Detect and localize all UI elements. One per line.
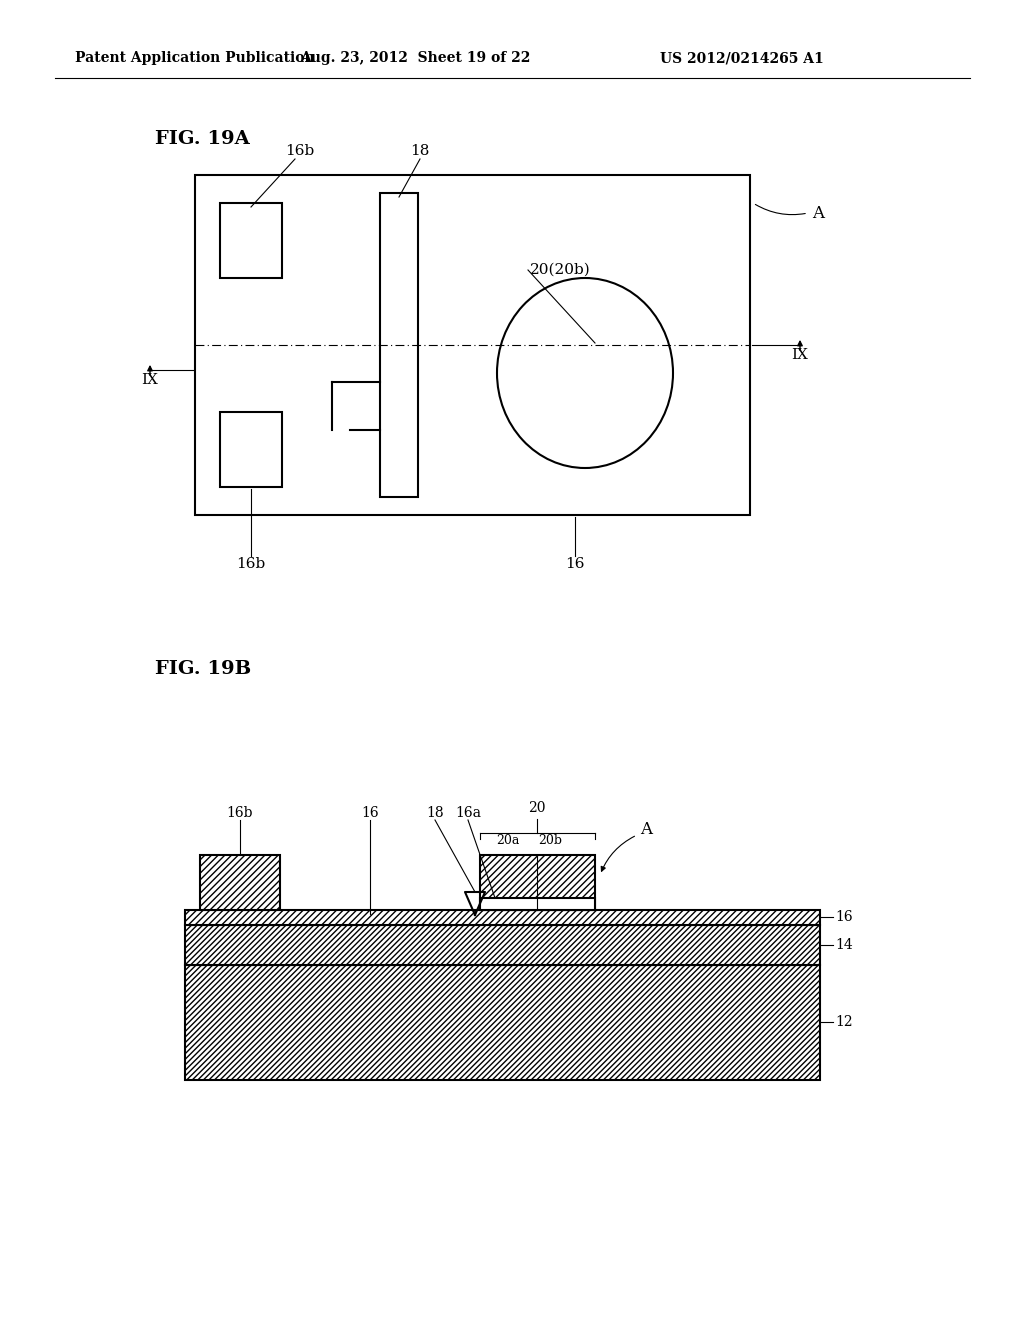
Text: A: A: [640, 821, 652, 838]
Bar: [185, 909, 820, 925]
Text: FIG. 19B: FIG. 19B: [155, 660, 251, 678]
Text: 16b: 16b: [237, 557, 265, 572]
Text: 16a: 16a: [455, 807, 481, 820]
Text: IX: IX: [792, 348, 808, 362]
Text: Patent Application Publication: Patent Application Publication: [75, 51, 314, 65]
Text: 12: 12: [835, 1015, 853, 1030]
Bar: [480, 898, 595, 909]
Text: 16b: 16b: [226, 807, 253, 820]
Text: IX: IX: [141, 374, 159, 387]
Bar: [195, 176, 750, 515]
Text: Aug. 23, 2012  Sheet 19 of 22: Aug. 23, 2012 Sheet 19 of 22: [300, 51, 530, 65]
Text: A: A: [812, 205, 824, 222]
Text: 20: 20: [528, 801, 546, 814]
Bar: [480, 855, 595, 909]
Bar: [220, 203, 282, 279]
Text: 14: 14: [835, 939, 853, 952]
Bar: [185, 925, 820, 965]
Text: 20(20b): 20(20b): [530, 263, 591, 277]
Text: FIG. 19A: FIG. 19A: [155, 129, 250, 148]
Text: 16: 16: [835, 909, 853, 924]
Text: 18: 18: [426, 807, 443, 820]
Text: 18: 18: [411, 144, 430, 158]
Text: US 2012/0214265 A1: US 2012/0214265 A1: [660, 51, 823, 65]
Bar: [185, 965, 820, 1080]
Text: 20b: 20b: [538, 834, 562, 847]
Text: 20a: 20a: [497, 834, 520, 847]
Bar: [380, 193, 418, 498]
Bar: [200, 855, 280, 909]
Text: 16: 16: [361, 807, 379, 820]
Text: 16b: 16b: [286, 144, 314, 158]
Bar: [220, 412, 282, 487]
Text: 16: 16: [565, 557, 585, 572]
